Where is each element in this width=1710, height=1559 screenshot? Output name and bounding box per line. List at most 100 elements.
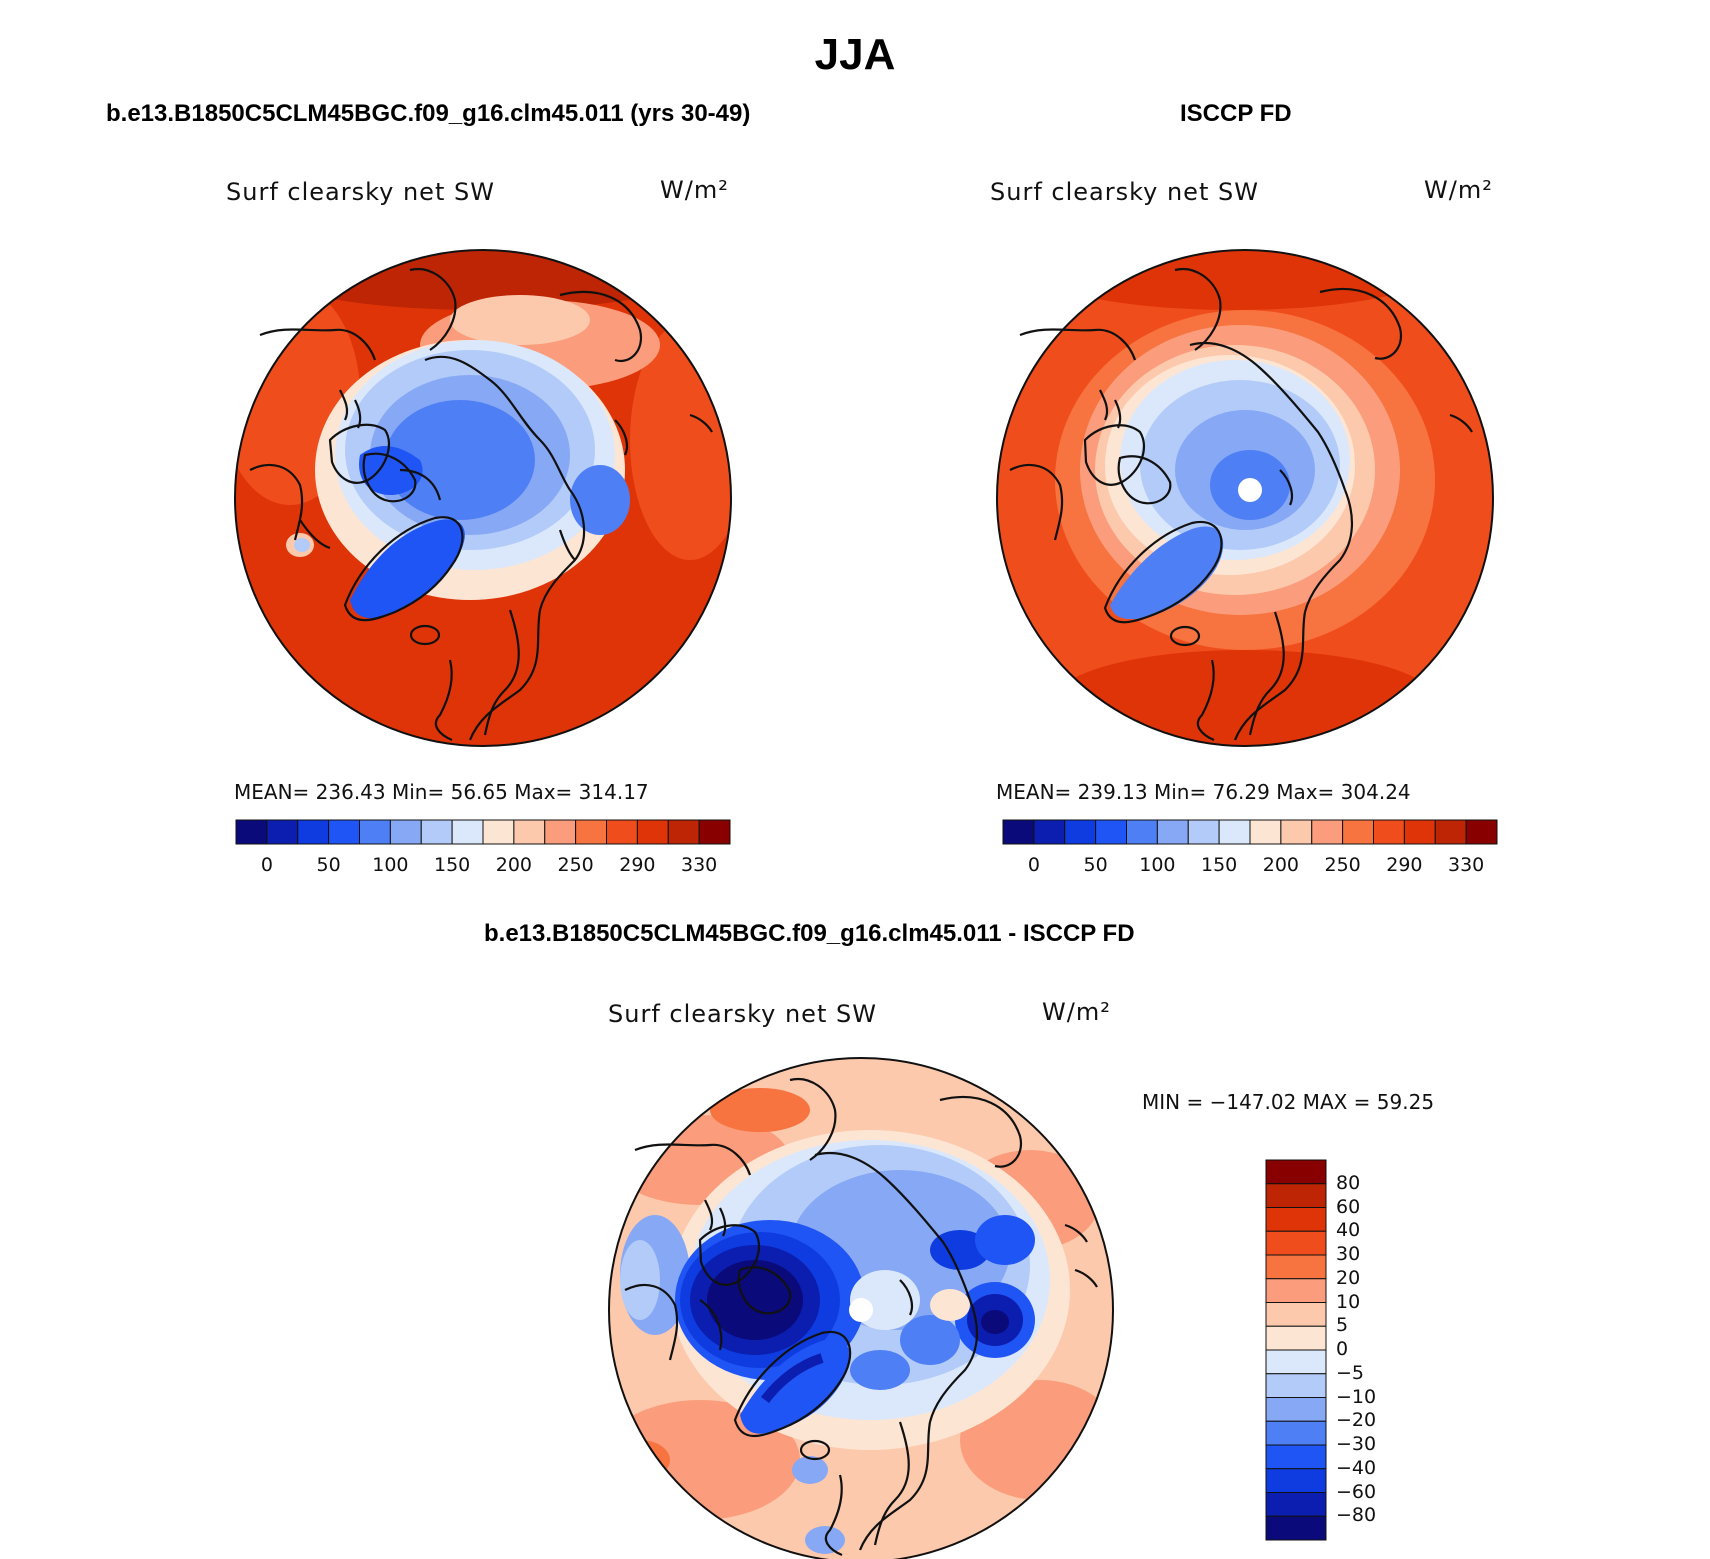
colorbar-swatch	[513, 819, 546, 845]
panel-1-stats: MEAN= 236.43 Min= 56.65 Max= 314.17	[234, 780, 649, 804]
colorbar-swatch	[1249, 819, 1282, 845]
colorbar-tick-label: 100	[1139, 854, 1176, 876]
colorbar-swatch	[1265, 1492, 1327, 1517]
colorbar-tick-label: 250	[1324, 854, 1361, 876]
colorbar-swatch	[235, 819, 268, 845]
colorbar-swatch	[451, 819, 484, 845]
colorbar-swatch	[1265, 1159, 1327, 1185]
panel-3-coastlines	[624, 1077, 1098, 1557]
panel-2-units-label: W/m²	[1424, 176, 1493, 204]
colorbar-tick-label: 60	[1336, 1195, 1361, 1218]
colorbar-swatch	[389, 819, 422, 845]
colorbar-tick-label: 200	[495, 854, 533, 876]
colorbar-tick-label: 0	[260, 854, 273, 876]
colorbar-swatch	[328, 819, 360, 845]
colorbar-swatch	[1033, 819, 1066, 845]
colorbar-swatch	[1280, 819, 1313, 845]
colorbar-swatch	[1265, 1183, 1327, 1208]
colorbar-swatch	[1265, 1278, 1327, 1303]
panel-2-coastlines	[1009, 267, 1473, 742]
panel-3-title: b.e13.B1850C5CLM45BGC.f09_g16.clm45.011 …	[484, 920, 1135, 947]
colorbar-tick-label: 10	[1336, 1290, 1361, 1313]
colorbar-swatch	[636, 819, 669, 845]
panel-2-map	[996, 249, 1494, 747]
colorbar-tick-label: 330	[1447, 854, 1485, 876]
figure-title: JJA	[814, 30, 896, 79]
colorbar-tick-label: 40	[1336, 1219, 1361, 1242]
colorbar-tick-label: 30	[1336, 1243, 1361, 1265]
panel-1-variable-label: Surf clearsky net SW	[226, 178, 495, 206]
colorbar-tick-label: 0	[1027, 854, 1040, 876]
colorbar-swatch	[1265, 1349, 1327, 1375]
panel-1-coastlines	[249, 267, 713, 742]
colorbar-swatch	[1465, 819, 1498, 845]
panel-3-map-border	[608, 1057, 1114, 1559]
colorbar-tick-label: 5	[1336, 1314, 1349, 1337]
colorbar-tick-label: 150	[1200, 854, 1238, 876]
colorbar-tick-label: −60	[1336, 1480, 1377, 1503]
colorbar-tick-label: −5	[1336, 1361, 1365, 1384]
panel-2-variable-label: Surf clearsky net SW	[990, 178, 1259, 206]
colorbar-swatch	[1265, 1254, 1327, 1280]
colorbar-tick-label: 100	[372, 854, 409, 876]
colorbar-tick-label: 50	[316, 854, 341, 876]
colorbar-swatch	[1218, 819, 1251, 845]
colorbar-swatch	[482, 819, 515, 845]
colorbar-swatch	[1265, 1420, 1327, 1446]
panel-1-colorbar	[235, 819, 731, 845]
colorbar-tick-label: 80	[1336, 1171, 1361, 1194]
colorbar-swatch	[1342, 819, 1374, 845]
colorbar-swatch	[1434, 819, 1467, 845]
panel-2-colorbar	[1002, 819, 1498, 845]
colorbar-tick-label: 0	[1336, 1338, 1349, 1360]
panel-2-title: ISCCP FD	[1180, 100, 1292, 127]
colorbar-swatch	[1265, 1515, 1327, 1541]
panel-3-variable-label: Surf clearsky net SW	[608, 1000, 877, 1028]
panel-3-stats: MIN = −147.02 MAX = 59.25	[1142, 1090, 1435, 1114]
colorbar-swatch	[698, 819, 731, 845]
panel-1-title: b.e13.B1850C5CLM45BGC.f09_g16.clm45.011 …	[106, 100, 751, 127]
colorbar-swatch	[606, 819, 638, 845]
colorbar-swatch	[1265, 1325, 1327, 1351]
colorbar-tick-label: −40	[1336, 1456, 1377, 1479]
panel-1-units-label: W/m²	[660, 176, 729, 204]
colorbar-tick-label: −20	[1336, 1409, 1377, 1432]
colorbar-tick-label: 200	[1262, 854, 1300, 876]
colorbar-swatch	[1311, 819, 1344, 845]
colorbar-swatch	[1095, 819, 1127, 845]
colorbar-swatch	[1265, 1444, 1327, 1470]
panel-3-map	[608, 1057, 1114, 1559]
colorbar-swatch	[667, 819, 700, 845]
colorbar-tick-label: 250	[557, 854, 594, 876]
colorbar-tick-label: 20	[1336, 1266, 1361, 1289]
colorbar-swatch	[1265, 1468, 1327, 1493]
colorbar-swatch	[1265, 1230, 1327, 1256]
panel-1-map	[234, 249, 732, 747]
colorbar-tick-label: −10	[1336, 1385, 1377, 1408]
panel-3-units-label: W/m²	[1042, 998, 1111, 1026]
colorbar-swatch	[420, 819, 453, 845]
panel-1-map-border	[234, 249, 732, 747]
colorbar-tick-label: 50	[1083, 854, 1108, 876]
colorbar-tick-label: 290	[619, 854, 656, 876]
colorbar-tick-label: 330	[680, 854, 718, 876]
colorbar-swatch	[1403, 819, 1436, 845]
colorbar-swatch	[1265, 1373, 1327, 1398]
colorbar-swatch	[1002, 819, 1035, 845]
colorbar-swatch	[359, 819, 391, 845]
colorbar-swatch	[1265, 1397, 1327, 1422]
colorbar-tick-label: −30	[1336, 1433, 1377, 1455]
colorbar-swatch	[297, 819, 330, 845]
colorbar-swatch	[1064, 819, 1097, 845]
colorbar-swatch	[266, 819, 299, 845]
colorbar-swatch	[544, 819, 577, 845]
colorbar-tick-label: −80	[1336, 1504, 1377, 1527]
colorbar-swatch	[575, 819, 607, 845]
colorbar-swatch	[1373, 819, 1405, 845]
colorbar-tick-label: 290	[1386, 854, 1423, 876]
colorbar-swatch	[1126, 819, 1158, 845]
panel-2-map-border	[996, 249, 1494, 747]
colorbar-swatch	[1156, 819, 1189, 845]
panel-3-colorbar	[1265, 1159, 1327, 1541]
